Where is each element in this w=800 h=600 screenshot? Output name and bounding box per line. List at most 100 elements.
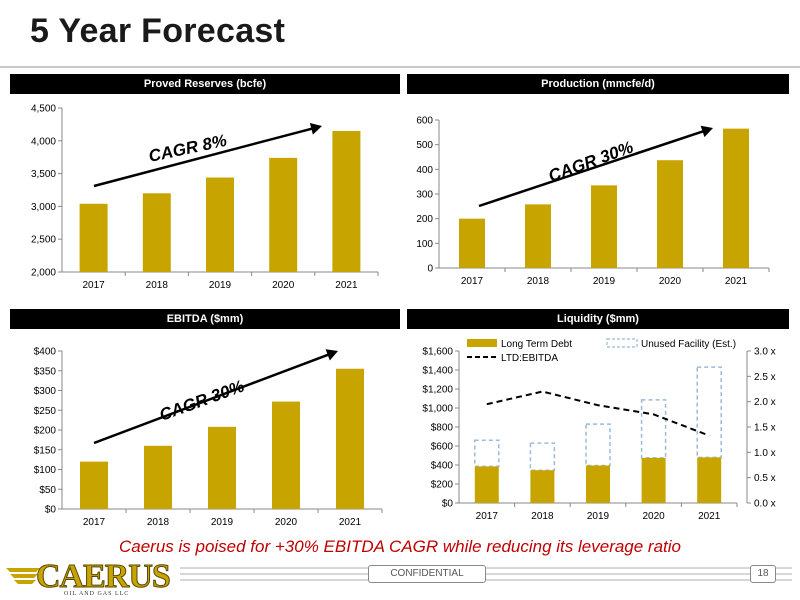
chart-proved-reserves: Proved Reserves (bcfe) 2,000 2,500 3,000 3,… xyxy=(10,74,400,294)
unused-facility-bar xyxy=(640,399,667,459)
y-tick-label: $1,600 xyxy=(422,347,453,358)
x-tick-label: 2019 xyxy=(209,280,232,291)
y2-tick-label: 2.0 x xyxy=(754,397,776,408)
y-tick-label: 200 xyxy=(416,214,433,225)
chart-title: Proved Reserves (bcfe) xyxy=(10,74,400,94)
long-term-debt-bar xyxy=(586,465,610,503)
chart-title: EBITDA ($mm) xyxy=(10,309,400,329)
footer-rule xyxy=(180,567,792,581)
y-tick-label: $400 xyxy=(431,461,454,472)
bar xyxy=(142,193,171,272)
y-tick-label: 600 xyxy=(416,116,433,127)
bar xyxy=(591,185,617,268)
y-tick-label: $800 xyxy=(431,423,454,434)
chart-svg: $0 $200 $400 $600 $800 $1,000 $1,200 $1,400 $1,6… xyxy=(422,338,776,522)
chart-svg: $0 $50 $100 $150 $200 $250 $300 $350 $400 2017 201… xyxy=(34,347,383,528)
x-tick-label: 2017 xyxy=(83,517,106,528)
y-tick-label: 3,000 xyxy=(31,202,56,213)
long-term-debt-bar xyxy=(641,457,666,503)
unused-facility-bar xyxy=(529,442,556,471)
chart-title: Liquidity ($mm) xyxy=(407,309,789,329)
trend-arrow xyxy=(93,127,313,188)
y-tick-label: 400 xyxy=(416,165,433,176)
chart-ebitda: EBITDA ($mm) $0 $50 $100 $150 $200 $250 $300 $3… xyxy=(10,309,400,534)
y-tick-label: 100 xyxy=(416,239,433,250)
x-tick-label: 2017 xyxy=(461,276,484,287)
y-tick-label: 3,500 xyxy=(31,169,56,180)
chart-svg: 0 100 200 300 400 500 600 2017 2018 2019 2020 2021 C… xyxy=(416,116,770,287)
confidential-label: CONFIDENTIAL xyxy=(368,565,486,583)
x-tick-label: 2017 xyxy=(82,280,105,291)
y-tick-label: $250 xyxy=(34,406,57,417)
company-logo-subtitle: OIL AND GAS LLC xyxy=(64,591,130,597)
x-tick-label: 2019 xyxy=(587,511,610,522)
x-tick-label: 2018 xyxy=(146,280,169,291)
x-tick-label: 2020 xyxy=(659,276,682,287)
bar xyxy=(336,368,364,509)
y-tick-label: $1,400 xyxy=(422,366,453,377)
y2-tick-label: 3.0 x xyxy=(754,347,776,358)
page-title: 5 Year Forecast xyxy=(30,12,286,50)
bar xyxy=(459,218,485,268)
unused-facility-bar xyxy=(585,423,611,467)
y-tick-label: 2,000 xyxy=(31,268,56,279)
y-tick-label: $100 xyxy=(34,465,57,476)
cagr-label: CAGR 30% xyxy=(546,138,636,186)
x-tick-label: 2019 xyxy=(593,276,616,287)
trend-arrowhead xyxy=(325,349,338,361)
chart-title: Production (mmcfe/d) xyxy=(407,74,789,94)
bar xyxy=(723,128,749,268)
y-tick-label: $0 xyxy=(442,499,454,510)
y-tick-label: $1,000 xyxy=(422,404,453,415)
long-term-debt-bar xyxy=(474,466,499,503)
x-tick-label: 2018 xyxy=(531,511,554,522)
y-tick-label: $600 xyxy=(431,442,454,453)
wing-logo-icon xyxy=(6,568,40,584)
x-tick-label: 2021 xyxy=(339,517,362,528)
y2-tick-label: 0.0 x xyxy=(754,499,776,510)
bar xyxy=(269,157,298,272)
bar xyxy=(144,445,172,509)
y2-tick-label: 1.5 x xyxy=(754,423,776,434)
y2-tick-label: 1.0 x xyxy=(754,448,776,459)
x-tick-label: 2021 xyxy=(335,280,358,291)
y2-tick-label: 2.5 x xyxy=(754,372,776,383)
y-tick-label: $350 xyxy=(34,366,57,377)
trend-arrowhead xyxy=(309,122,322,135)
y-tick-label: 2,500 xyxy=(31,235,56,246)
cagr-label: CAGR 30% xyxy=(157,377,247,425)
trend-arrowhead xyxy=(700,125,713,138)
x-tick-label: 2018 xyxy=(147,517,170,528)
y-tick-label: $300 xyxy=(34,386,57,397)
y-tick-label: $1,200 xyxy=(422,385,453,396)
chart-liquidity: Liquidity ($mm) $0 $200 $400 $600 $800 $1,000… xyxy=(407,309,789,534)
long-term-debt-bar xyxy=(697,457,722,503)
y-tick-label: $0 xyxy=(45,505,57,516)
unused-facility-bar xyxy=(696,366,722,459)
y-tick-label: 0 xyxy=(427,264,433,275)
x-tick-label: 2018 xyxy=(527,276,550,287)
legend-swatch-debt xyxy=(467,339,497,347)
title-divider xyxy=(0,66,800,68)
y-tick-label: $50 xyxy=(39,485,56,496)
ltd-ebitda-line xyxy=(486,390,710,437)
y2-tick-label: 0.5 x xyxy=(754,473,776,484)
bar xyxy=(657,160,683,268)
x-tick-label: 2020 xyxy=(272,280,295,291)
x-tick-label: 2020 xyxy=(642,511,665,522)
chart-production: Production (mmcfe/d) 0 100 200 300 400 500 600… xyxy=(407,74,789,294)
y-tick-label: 4,500 xyxy=(31,104,56,115)
x-tick-label: 2021 xyxy=(698,511,721,522)
tagline: Caerus is poised for +30% EBITDA CAGR wh… xyxy=(118,537,682,556)
page-number: 18 xyxy=(750,565,776,583)
x-tick-label: 2017 xyxy=(476,511,499,522)
y-tick-label: 500 xyxy=(416,140,433,151)
bar xyxy=(332,130,361,272)
unused-facility-bar xyxy=(474,439,500,468)
chart-svg: 2,000 2,500 3,000 3,500 4,000 4,500 2017 2018 20… xyxy=(31,104,379,291)
y-tick-label: 4,000 xyxy=(31,136,56,147)
trend-arrow xyxy=(478,129,704,208)
y-tick-label: 300 xyxy=(416,190,433,201)
bar xyxy=(80,461,108,509)
company-logo: CAERUS xyxy=(36,558,172,596)
